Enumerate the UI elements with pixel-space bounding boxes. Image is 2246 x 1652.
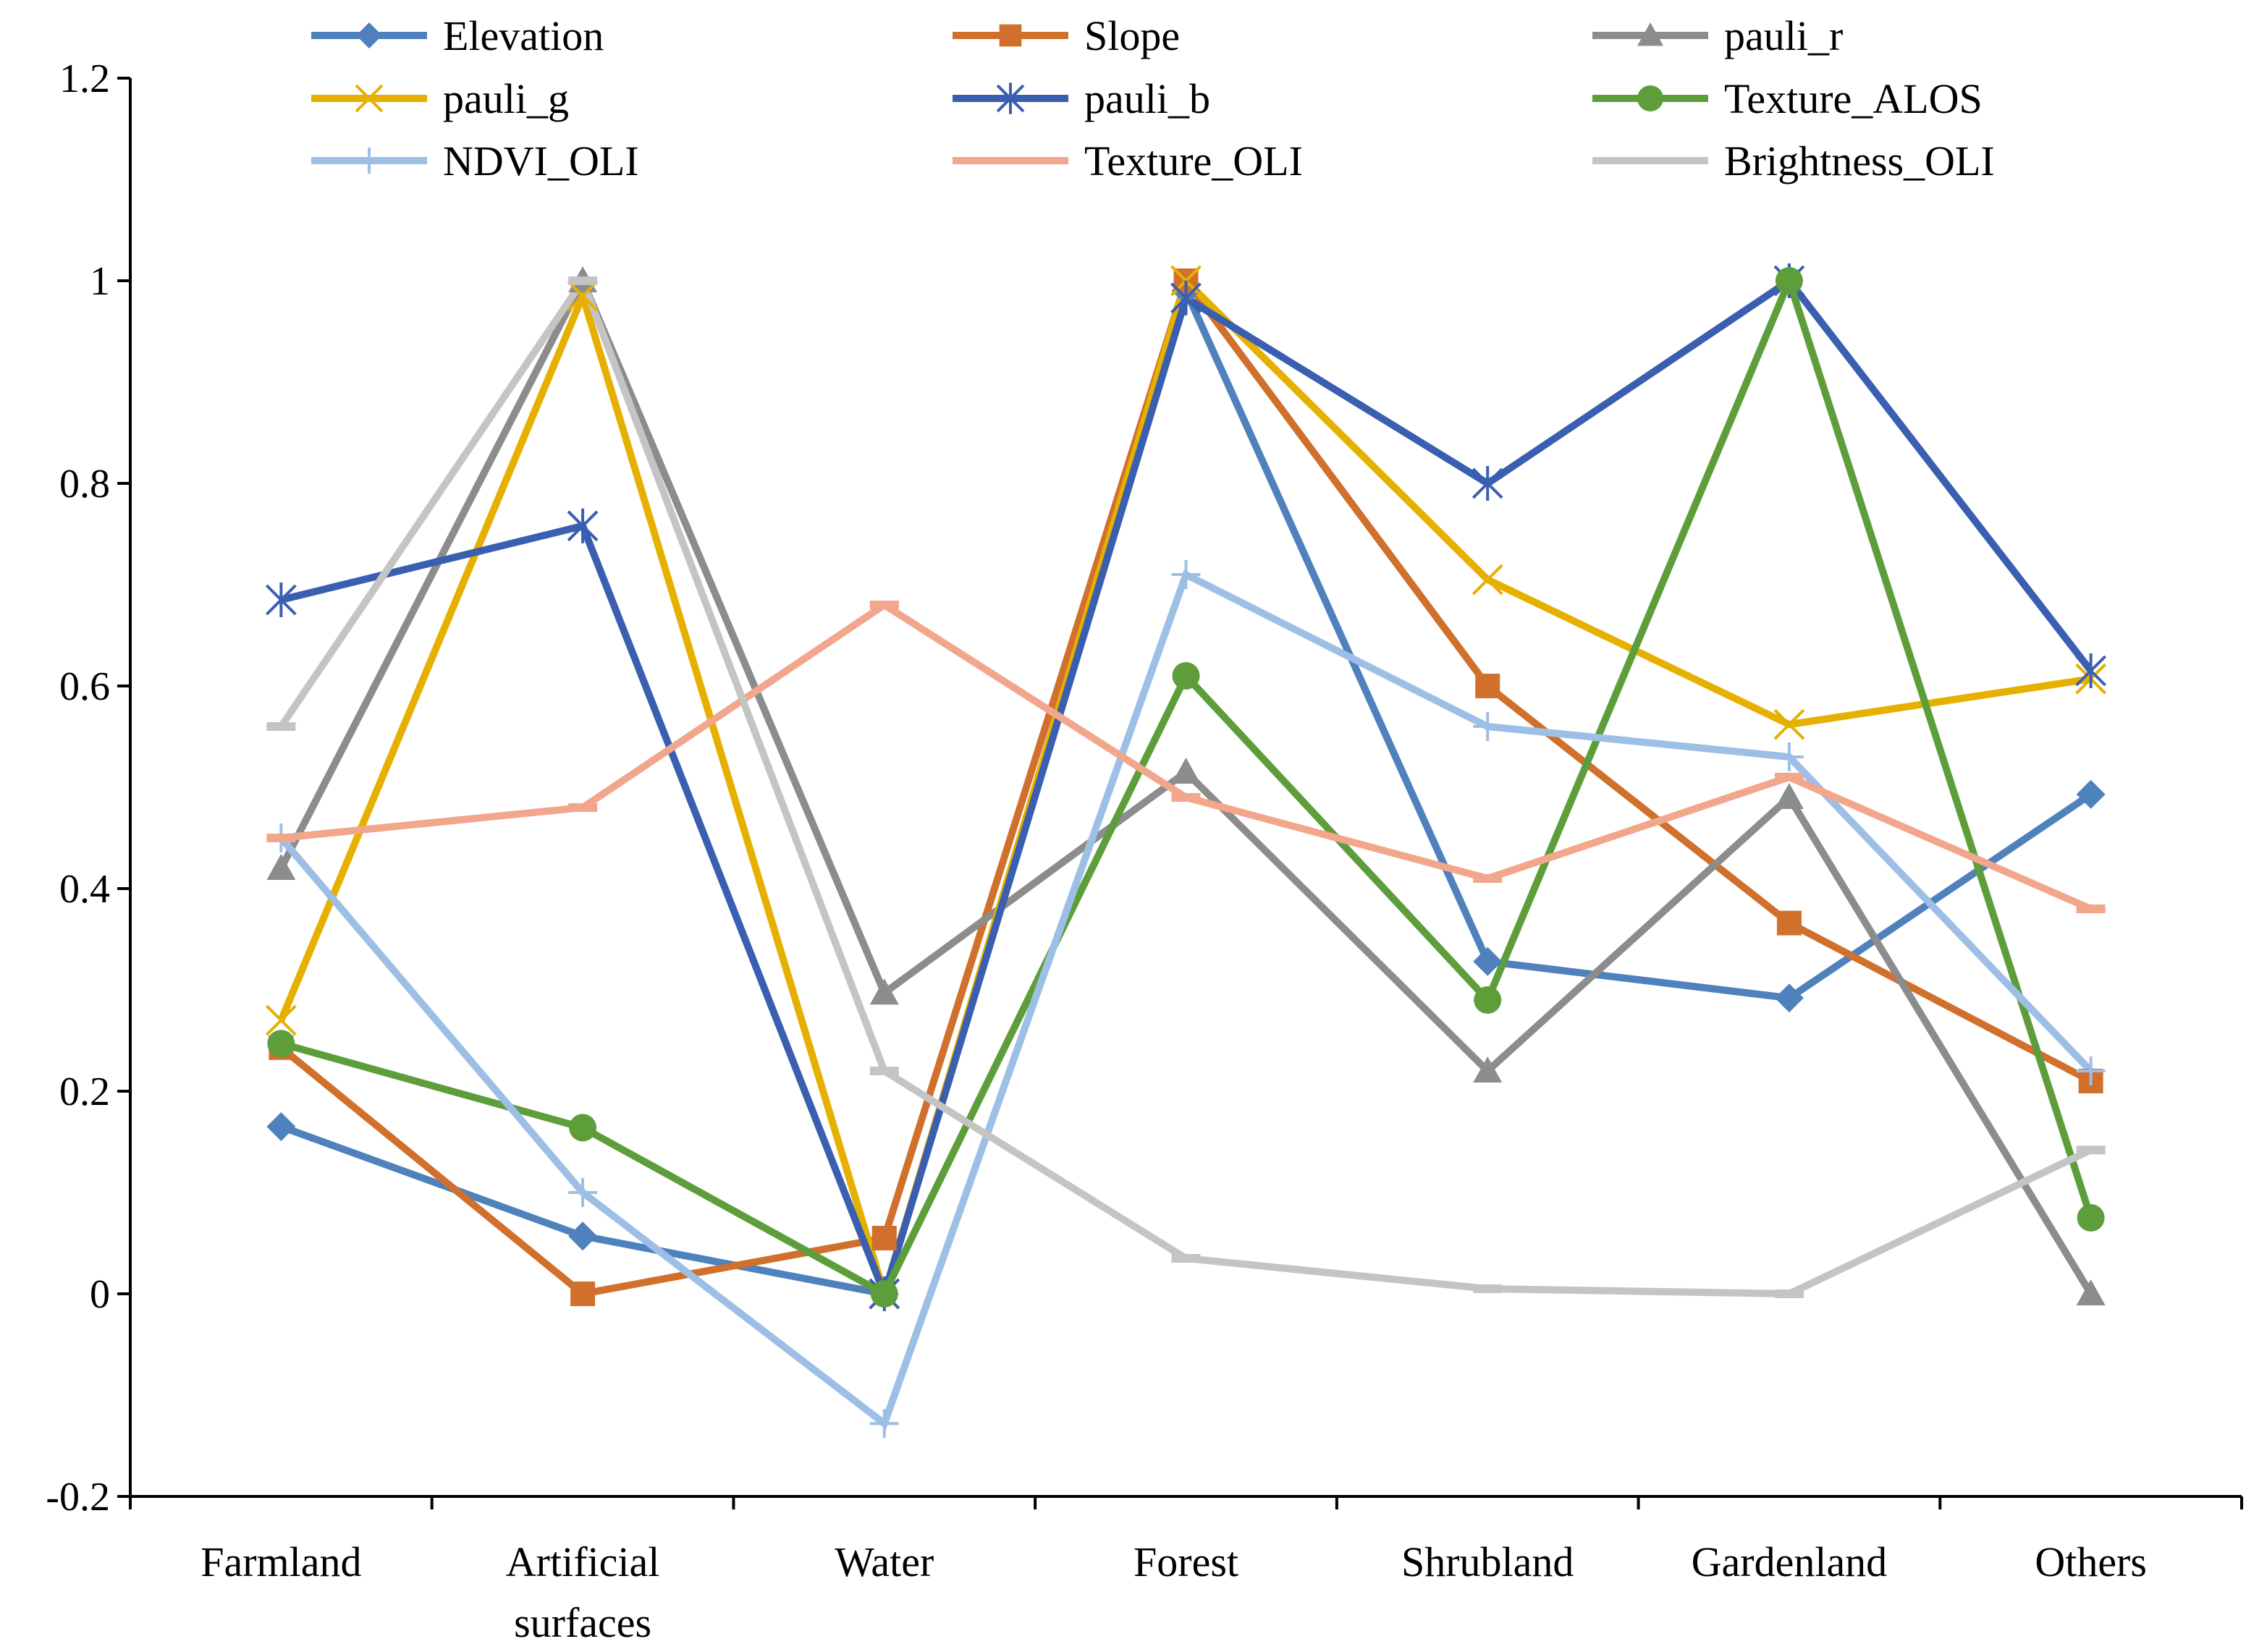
legend-label: pauli_g xyxy=(443,75,569,122)
x-tick-label: Forest xyxy=(1133,1538,1238,1585)
data-point-texture-alos xyxy=(569,1114,597,1142)
x-tick-label: Shrubland xyxy=(1401,1538,1574,1585)
legend-entry: Texture_ALOS xyxy=(1592,75,1983,122)
data-point-pauli-b xyxy=(1472,466,1503,501)
legend-label: pauli_b xyxy=(1084,75,1210,122)
data-point-texture-alos xyxy=(267,1030,295,1058)
data-point-ndvi-oli xyxy=(2076,1056,2106,1085)
data-point-texture-alos xyxy=(870,1280,898,1308)
data-point-ndvi-oli xyxy=(869,1409,899,1439)
legend-label: pauli_r xyxy=(1724,12,1843,59)
data-point-slope xyxy=(1776,910,1802,936)
legend-label: Slope xyxy=(1084,12,1180,59)
data-point-pauli-b xyxy=(567,508,599,543)
y-tick-label: 0.6 xyxy=(59,664,110,709)
data-point-elevation xyxy=(266,1112,296,1141)
data-point-pauli-r xyxy=(1774,783,1804,809)
data-point-pauli-b xyxy=(2075,653,2107,688)
legend-label: Brightness_OLI xyxy=(1724,137,1995,185)
legend-label: Texture_ALOS xyxy=(1724,75,1983,122)
x-tick-label: Gardenland xyxy=(1692,1538,1888,1585)
series-lines xyxy=(277,270,2095,1430)
data-point-elevation xyxy=(1473,946,1503,976)
data-point-elevation xyxy=(568,1221,598,1251)
y-tick-label: 1.2 xyxy=(59,56,110,101)
legend-label: Elevation xyxy=(443,12,604,59)
data-point-ndvi-oli xyxy=(568,1178,598,1207)
y-tick-label: 1 xyxy=(90,259,110,304)
data-point-pauli-g xyxy=(1773,708,1805,740)
data-point-ndvi-oli xyxy=(1171,560,1201,589)
legend-label: Texture_OLI xyxy=(1084,137,1303,185)
data-point-slope xyxy=(570,1282,596,1306)
y-tick-label: 0.4 xyxy=(59,867,110,912)
data-point-pauli-r xyxy=(2076,1279,2106,1305)
data-point-ndvi-oli xyxy=(1774,742,1804,771)
data-point-pauli-g xyxy=(567,280,599,312)
axes: -0.2 0 0.2 0.4 0.6 0.8 1 1.2 Farmland Artificial s… xyxy=(46,56,2243,1646)
x-tick-label: Others xyxy=(2035,1538,2147,1585)
legend-swatch-marker xyxy=(999,24,1022,47)
data-point-texture-alos xyxy=(2077,1204,2105,1232)
legend-entry: pauli_r xyxy=(1592,12,1843,59)
data-point-texture-alos xyxy=(1474,986,1502,1014)
y-tick-label: 0.8 xyxy=(59,462,110,507)
x-tick-label: surfaces xyxy=(514,1599,651,1646)
series-markers xyxy=(265,263,2107,1439)
y-tick-label: -0.2 xyxy=(46,1475,110,1520)
legend-entry: Brightness_OLI xyxy=(1592,137,1995,185)
data-point-elevation xyxy=(2076,779,2106,809)
data-point-texture-alos xyxy=(1172,662,1200,690)
y-tick-label: 0 xyxy=(90,1272,110,1317)
data-point-pauli-r xyxy=(1473,1056,1503,1083)
data-point-pauli-r xyxy=(869,978,899,1005)
data-point-ndvi-oli xyxy=(1473,712,1503,741)
legend-entry: Slope xyxy=(953,12,1180,59)
series-line-texture-oli xyxy=(280,601,2093,912)
data-point-pauli-g xyxy=(265,1004,297,1036)
legend-entry: Elevation xyxy=(311,12,604,59)
legend-swatch-marker xyxy=(356,22,382,48)
legend-swatch-marker xyxy=(355,84,384,113)
x-tick-label: Water xyxy=(835,1538,934,1585)
legend: Elevation Slope pauli_r pauli_g pauli_b Textu… xyxy=(311,12,1995,185)
legend-entry: pauli_g xyxy=(311,75,569,122)
legend-swatch-marker xyxy=(356,148,382,174)
legend-entry: NDVI_OLI xyxy=(311,137,639,185)
x-tick-label: Artificial xyxy=(506,1538,660,1585)
series-line-ndvi-oli xyxy=(278,569,2094,1430)
y-tick-label: 0.2 xyxy=(59,1069,110,1114)
legend-entry: Texture_OLI xyxy=(953,137,1303,185)
data-point-pauli-g xyxy=(1472,564,1503,596)
data-point-pauli-b xyxy=(265,583,297,617)
legend-swatch-marker xyxy=(1637,85,1663,111)
legend-swatch-marker xyxy=(996,82,1025,114)
legend-swatch-marker xyxy=(1637,22,1663,46)
x-tick-label: Farmland xyxy=(200,1538,361,1585)
data-point-pauli-r xyxy=(266,854,296,880)
data-point-elevation xyxy=(1774,983,1804,1013)
data-point-texture-alos xyxy=(1775,267,1803,295)
legend-label: NDVI_OLI xyxy=(443,137,639,185)
data-point-slope xyxy=(871,1226,897,1250)
data-point-slope xyxy=(1475,674,1500,698)
data-point-pauli-r xyxy=(1171,758,1201,784)
legend-entry: pauli_b xyxy=(953,75,1210,122)
data-point-pauli-b xyxy=(1170,280,1202,315)
